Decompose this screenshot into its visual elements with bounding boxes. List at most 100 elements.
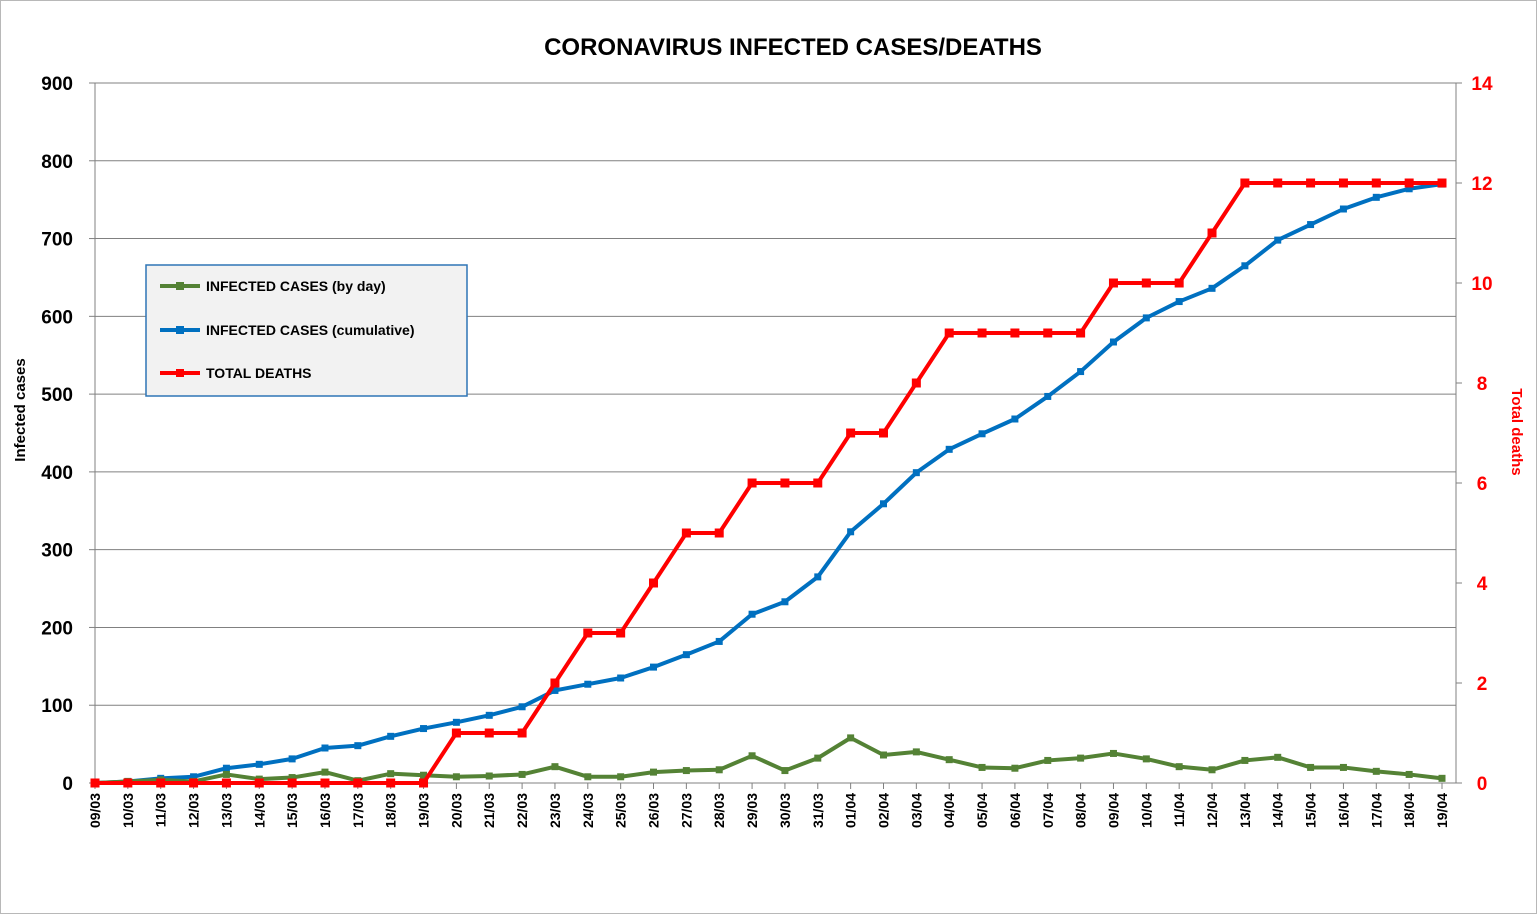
y-axis-label: Infected cases: [12, 358, 29, 461]
data-point: [1307, 763, 1315, 771]
x-tick-label: 11/04: [1171, 793, 1187, 827]
data-point: [911, 378, 921, 388]
data-point: [321, 744, 329, 752]
data-point: [1077, 754, 1085, 762]
data-point: [452, 718, 460, 726]
data-point: [1371, 178, 1381, 188]
x-tick-label: 21/03: [481, 793, 497, 828]
y-tick-label: 600: [41, 307, 73, 328]
data-point: [288, 774, 296, 782]
data-point: [1274, 753, 1282, 761]
y-tick-label: 700: [41, 230, 73, 251]
x-tick-label: 08/04: [1073, 793, 1089, 828]
x-tick-label: 28/03: [711, 793, 727, 828]
data-point: [1241, 262, 1249, 270]
data-point: [879, 500, 887, 508]
y2-tick-label: 10: [1471, 274, 1492, 295]
data-point: [518, 703, 526, 711]
legend: INFECTED CASES (by day) INFECTED CASES (…: [145, 264, 468, 397]
data-point: [1274, 236, 1282, 244]
x-tick-label: 17/04: [1368, 793, 1384, 828]
data-point: [781, 598, 789, 606]
y2-axis-ticks: 0 2 4 6 8 10 12 14: [1456, 74, 1493, 795]
x-tick-label: 04/04: [941, 793, 957, 828]
data-point: [320, 778, 330, 788]
data-point: [682, 767, 690, 775]
data-point: [978, 763, 986, 771]
data-point: [353, 778, 363, 788]
y-tick-label: 900: [41, 74, 73, 95]
x-tick-label: 12/03: [186, 793, 202, 828]
data-point: [1339, 763, 1347, 771]
x-tick-label: 12/04: [1204, 793, 1220, 828]
data-point: [1142, 755, 1150, 763]
data-point: [420, 771, 428, 779]
series-layer: [90, 178, 1447, 788]
x-tick-label: 23/03: [547, 793, 563, 828]
data-point: [156, 778, 166, 788]
data-point: [813, 478, 823, 488]
x-tick-label: 30/03: [777, 793, 793, 828]
data-point: [1141, 278, 1151, 288]
x-tick-label: 02/04: [875, 793, 891, 828]
x-tick-label: 16/04: [1335, 793, 1351, 828]
data-point: [90, 778, 100, 788]
legend-label-by-day: INFECTED CASES (by day): [206, 278, 386, 294]
data-point: [650, 768, 658, 776]
data-point: [1044, 392, 1052, 400]
data-point: [847, 734, 855, 742]
data-point: [1011, 415, 1019, 423]
x-tick-label: 14/03: [251, 793, 267, 828]
x-tick-label: 01/04: [843, 793, 859, 828]
x-tick-label: 27/03: [678, 793, 694, 828]
x-tick-label: 29/03: [744, 793, 760, 828]
data-point: [452, 773, 460, 781]
data-point: [255, 760, 263, 768]
data-point: [1175, 763, 1183, 771]
data-point: [1438, 774, 1446, 782]
y2-tick-label: 12: [1471, 174, 1492, 195]
data-point: [485, 711, 493, 719]
data-point: [617, 773, 625, 781]
series-line: [94, 182, 1443, 785]
series-line: [94, 735, 1443, 785]
x-tick-label: 10/04: [1138, 793, 1154, 828]
x-tick-label: 18/04: [1401, 793, 1417, 828]
x-tick-label: 24/03: [580, 793, 596, 828]
data-point: [714, 528, 724, 538]
data-point: [747, 478, 757, 488]
data-point: [847, 528, 855, 536]
data-point: [1044, 756, 1052, 764]
data-point: [1108, 278, 1118, 288]
data-point: [814, 573, 822, 581]
x-tick-label: 10/03: [120, 793, 136, 828]
data-point: [879, 751, 887, 759]
data-point: [1142, 314, 1150, 322]
data-point: [978, 430, 986, 438]
data-point: [1175, 298, 1183, 306]
data-point: [977, 328, 987, 338]
data-point: [485, 772, 493, 780]
chart-title: CORONAVIRUS INFECTED CASES/DEATHS: [544, 34, 1042, 61]
plot-area: [94, 82, 1457, 784]
y2-tick-label: 4: [1477, 574, 1488, 595]
x-tick-label: 18/03: [383, 793, 399, 828]
data-point: [1043, 328, 1053, 338]
data-point: [1405, 770, 1413, 778]
data-point: [221, 778, 231, 788]
x-tick-label: 19/03: [416, 793, 432, 828]
data-point: [681, 528, 691, 538]
x-tick-label: 22/03: [514, 793, 530, 828]
data-point: [1306, 178, 1316, 188]
data-point: [1174, 278, 1184, 288]
legend-label-cumulative: INFECTED CASES (cumulative): [206, 322, 414, 338]
data-point: [1273, 178, 1283, 188]
data-point: [288, 755, 296, 763]
data-point: [551, 763, 559, 771]
y2-axis-label: Total deaths: [1508, 388, 1525, 475]
data-point: [1077, 368, 1085, 376]
y-tick-label: 200: [41, 618, 73, 639]
data-point: [715, 637, 723, 645]
data-point: [550, 678, 560, 688]
x-tick-label: 15/03: [284, 793, 300, 828]
